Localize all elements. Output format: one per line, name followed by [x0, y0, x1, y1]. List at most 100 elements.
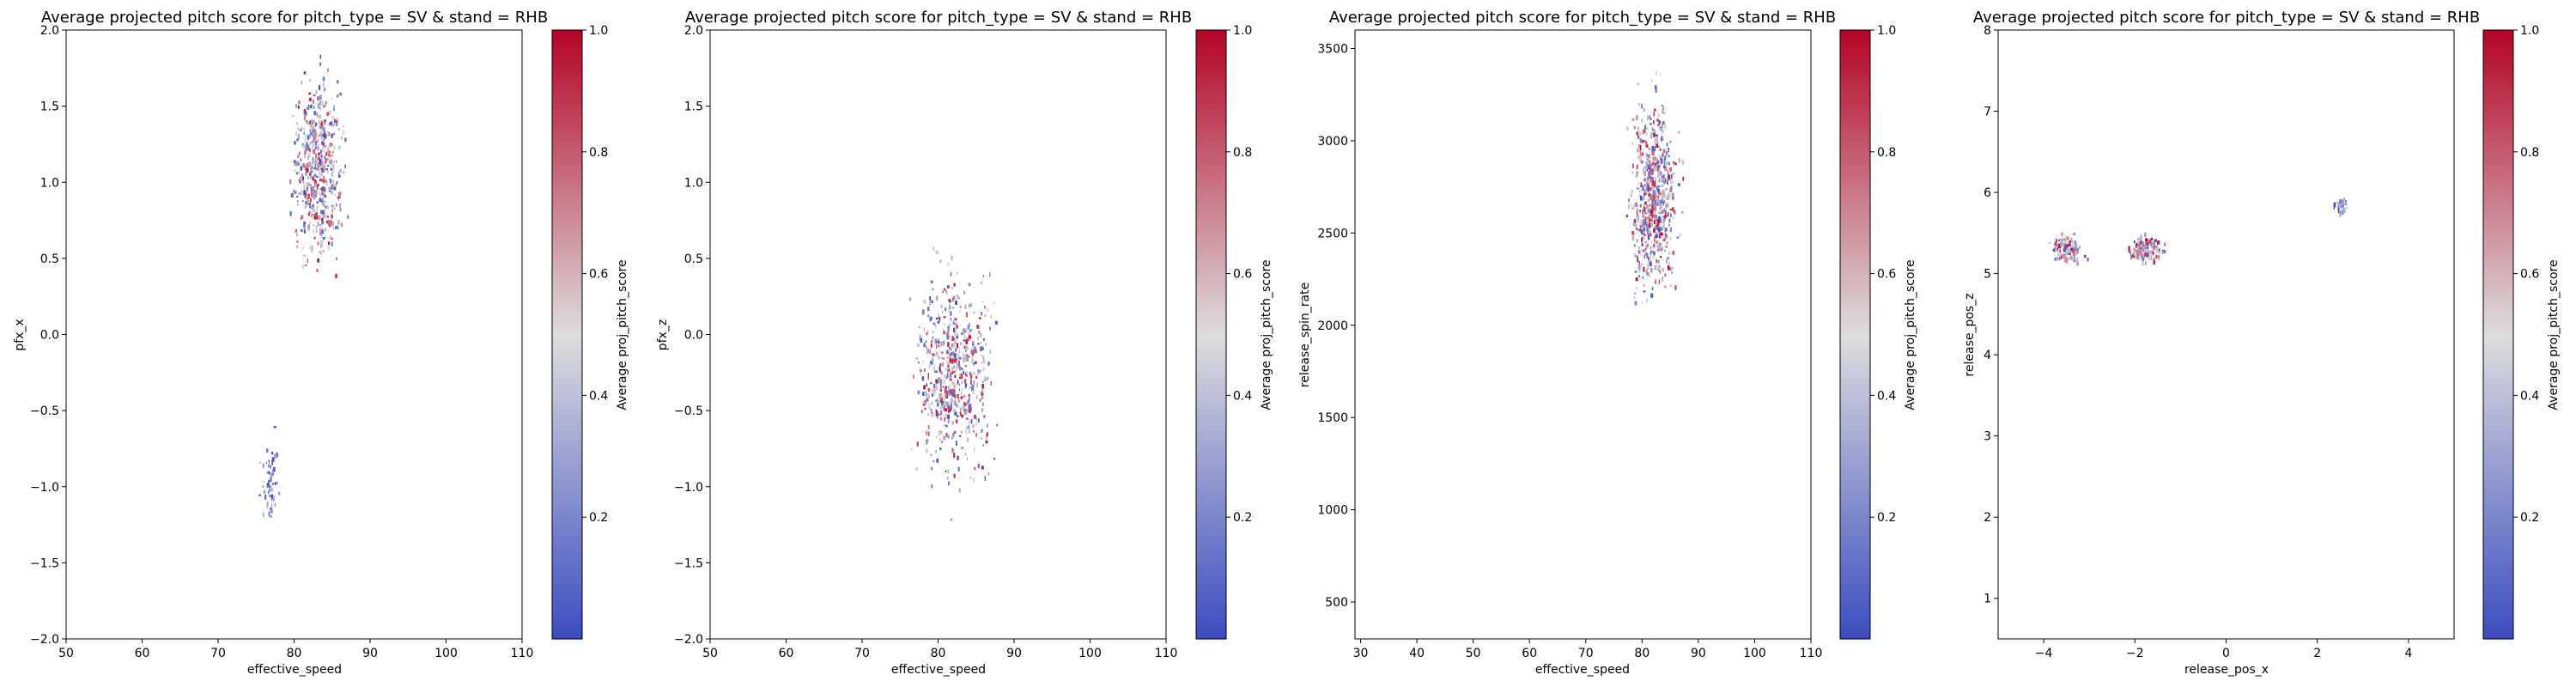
heatmap-cell — [963, 328, 966, 333]
heatmap-cell — [320, 227, 323, 229]
heatmap-cell — [321, 190, 324, 195]
heatmap-cell — [273, 453, 276, 459]
heatmap-cell — [313, 136, 316, 140]
colorbar-segment — [2483, 407, 2513, 415]
colorbar-segment — [2483, 340, 2513, 348]
heatmap-cell — [334, 193, 337, 196]
heatmap-cell — [954, 412, 957, 416]
heatmap-cell — [337, 145, 341, 149]
heatmap-cell — [939, 432, 941, 435]
heatmap-cell — [939, 398, 942, 403]
heatmap-cell — [1648, 234, 1649, 240]
heatmap-cell — [1638, 144, 1640, 149]
heatmap-cell — [1662, 267, 1665, 272]
heatmap-cell — [939, 438, 941, 441]
heatmap-cell — [980, 437, 982, 440]
heatmap-cell — [982, 356, 985, 360]
heatmap-cell — [1659, 270, 1662, 274]
heatmap-cell — [1643, 211, 1646, 215]
heatmap-cell — [1656, 240, 1659, 243]
heatmap-cell — [966, 346, 969, 350]
heatmap-cell — [1637, 228, 1641, 232]
heatmap-cell — [338, 174, 341, 178]
heatmap-cell — [1645, 252, 1647, 256]
heatmap-cell — [2079, 246, 2081, 249]
y-tick-label: −0.5 — [674, 404, 703, 418]
colorbar-tick-label: 0.4 — [1877, 389, 1896, 403]
heatmap-cell — [931, 300, 933, 303]
heatmap-cell — [316, 163, 318, 167]
colorbar-segment — [552, 48, 582, 55]
colorbar-segment — [1840, 401, 1870, 409]
heatmap-cell — [2146, 246, 2148, 249]
heatmap-cell — [319, 54, 322, 59]
heatmap-cell — [1639, 156, 1642, 162]
x-tick-label: 100 — [434, 647, 458, 660]
heatmap-cell — [934, 382, 937, 386]
heatmap-cell — [981, 361, 983, 364]
heatmap-cell — [320, 179, 323, 182]
heatmap-cell — [1671, 207, 1674, 211]
heatmap-cell — [273, 425, 276, 429]
heatmap-cell — [987, 472, 990, 476]
heatmap-cell — [289, 179, 292, 185]
heatmap-cell — [1649, 209, 1651, 213]
heatmap-cell — [319, 94, 322, 100]
colorbar-segment — [552, 620, 582, 628]
colorbar-segment — [1196, 206, 1226, 214]
heatmap-cell — [917, 390, 920, 395]
heatmap-cell — [1657, 188, 1660, 192]
heatmap-cell — [1655, 225, 1657, 230]
x-tick-label: 50 — [58, 647, 74, 660]
heatmap-cell — [1659, 229, 1662, 233]
heatmap-cell — [1664, 166, 1668, 172]
heatmap-cell — [309, 129, 311, 132]
heatmap-cell — [319, 229, 322, 234]
heatmap-cell — [925, 340, 927, 344]
colorbar-segment — [1196, 377, 1226, 384]
heatmap-cell — [316, 175, 319, 179]
x-tick-label: 100 — [1743, 647, 1766, 660]
heatmap-cell — [946, 335, 950, 340]
colorbar-segment — [1840, 468, 1870, 476]
heatmap-cell — [1660, 171, 1662, 176]
heatmap-cell — [1639, 250, 1642, 256]
colorbar-segment — [552, 322, 582, 330]
heatmap-cell — [313, 224, 314, 227]
heatmap-cell — [317, 166, 319, 168]
heatmap-cell — [323, 121, 326, 125]
heatmap-cell — [946, 285, 950, 289]
heatmap-cell — [1669, 209, 1673, 211]
heatmap-cell — [1662, 175, 1664, 178]
heatmap-cell — [982, 444, 984, 447]
colorbar-segment — [1196, 121, 1226, 129]
heatmap-cell — [1660, 138, 1663, 142]
colorbar-segment — [2483, 352, 2513, 360]
heatmap-cell — [927, 373, 929, 379]
heatmap-cell — [1636, 171, 1638, 176]
colorbar-segment — [1196, 596, 1226, 604]
y-tick-label: 2.0 — [40, 24, 59, 38]
heatmap-cell — [1654, 220, 1656, 225]
heatmap-cell — [1656, 216, 1659, 220]
heatmap-cell — [1640, 196, 1643, 201]
heatmap-cell — [319, 251, 321, 253]
heatmap-cell — [289, 211, 292, 216]
heatmap-cell — [1673, 210, 1675, 214]
colorbar-segment — [552, 133, 582, 141]
heatmap-cell — [1636, 187, 1639, 190]
heatmap-cell — [1635, 204, 1638, 207]
heatmap-cell — [1647, 207, 1649, 210]
heatmap-cell — [1662, 238, 1666, 242]
heatmap-cell — [952, 344, 956, 348]
colorbar-segment — [2483, 133, 2513, 141]
heatmap-cell — [940, 383, 942, 389]
colorbar-segment — [1840, 419, 1870, 427]
x-axis-label: effective_speed — [247, 663, 342, 677]
heatmap-cell — [961, 387, 963, 392]
heatmap-cell — [2063, 242, 2066, 246]
heatmap-cell — [325, 220, 329, 224]
heatmap-cell — [1653, 228, 1656, 233]
x-tick-label: 60 — [135, 647, 150, 660]
heatmap-cell — [945, 386, 947, 390]
